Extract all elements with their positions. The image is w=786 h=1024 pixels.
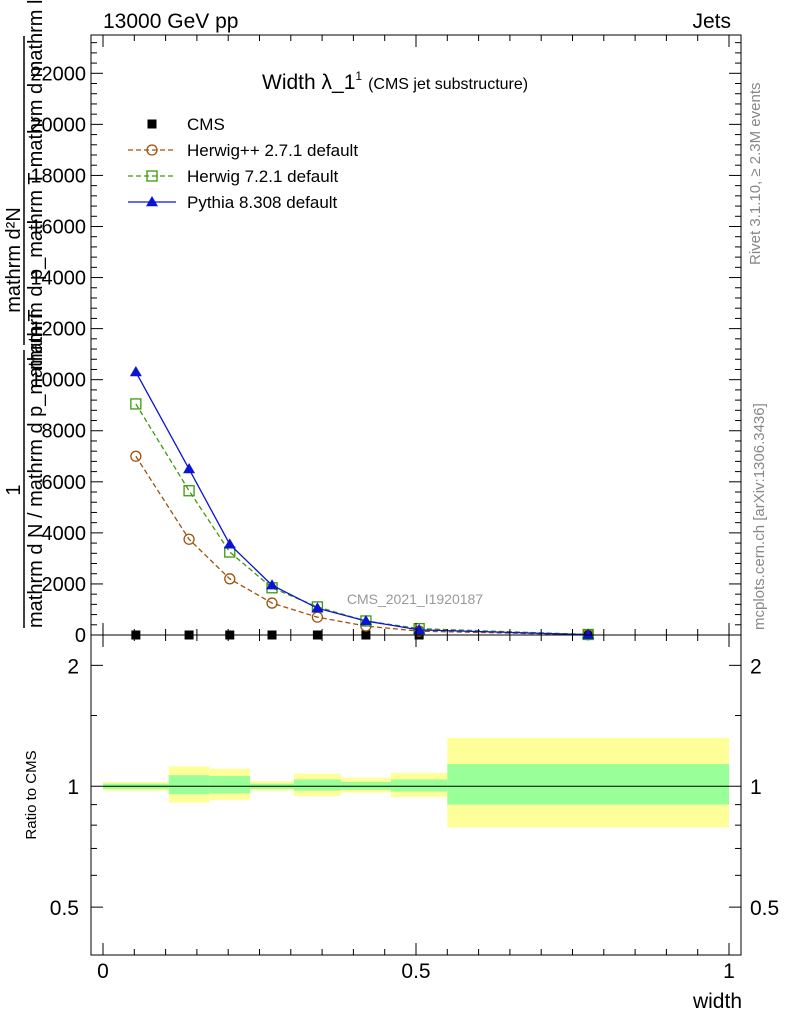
process-label: Jets [692, 10, 731, 33]
ylabel-denominator: mathrm d p_mathrm T mathrm d mathrm lamb… [25, 0, 47, 370]
ratio-y-axis: 0.5 0.5 1 1 2 2 [50, 655, 779, 920]
legend-label: Herwig++ 2.7.1 default [187, 141, 358, 160]
ratio-x-axis: 0 0.5 1 [97, 635, 735, 983]
ratio-band-green [168, 775, 210, 795]
y-tick-label: 16000 [30, 216, 86, 238]
main-y-label: 1 mathrm d N / mathrm d p_mathrm T mathr… [3, 0, 47, 628]
y-tick-label: 22000 [30, 63, 86, 85]
y-tick-label: 2000 [42, 574, 87, 596]
data-point-pythia [266, 579, 279, 590]
ratio-y-tick-label-right: 1 [750, 776, 762, 799]
series-line-1 [135, 455, 589, 636]
legend-entry-1: Herwig++ 2.7.1 default [128, 141, 358, 160]
plot-subtitle: (CMS jet substructure) [368, 76, 528, 93]
ylabel-prefix-den: mathrm d N / mathrm d p_mathrm T [25, 309, 47, 628]
ratio-plot-area [103, 737, 729, 828]
x-tick-label: 1 [723, 960, 735, 983]
main-series-group [129, 366, 595, 641]
legend: CMS Herwig++ 2.7.1 default Herwig 7.2.1 de… [128, 115, 358, 212]
y-tick-label: 6000 [42, 472, 87, 494]
data-point-pythia [129, 366, 142, 377]
y-tick-label: 12000 [30, 319, 86, 341]
data-point-pythia [582, 628, 595, 639]
ratio-y-label: Ratio to CMS [23, 750, 40, 839]
ratio-y-tick-label-right: 2 [750, 655, 762, 678]
main-y-axis: 0 2000 4000 6000 8000 10000 12000 14000 16000 180… [30, 42, 741, 647]
data-point-cms [147, 119, 157, 129]
ratio-y-tick-label-left: 1 [67, 776, 79, 799]
data-point-pythia [146, 196, 158, 207]
plot-title-sup: 1 [355, 69, 362, 83]
data-point-herwigpp [183, 533, 195, 545]
data-point-pythia [311, 602, 324, 613]
plot-title-main: Width λ_1 [262, 71, 355, 94]
x-tick-label: 0.5 [401, 960, 430, 983]
ratio-y-tick-label-left: 0.5 [50, 897, 79, 920]
legend-label: Herwig 7.2.1 default [187, 167, 338, 186]
series-line-2 [135, 403, 589, 636]
data-point-herwig7 [146, 170, 158, 182]
y-tick-label: 0 [75, 625, 86, 647]
legend-label: Pythia 8.308 default [187, 193, 338, 212]
analysis-watermark: CMS_2021_I1920187 [347, 591, 483, 607]
ylabel-prefix-num: 1 [3, 484, 25, 495]
data-point-herwigpp [224, 573, 236, 585]
main-x-ticks [102, 35, 730, 635]
data-point-herwigpp [130, 450, 142, 462]
ylabel-numerator: mathrm d²N [3, 207, 25, 313]
series-line-3 [135, 371, 589, 636]
y-tick-label: 18000 [30, 165, 86, 187]
ratio-band-green [447, 764, 729, 805]
legend-entry-3: Pythia 8.308 default [128, 193, 338, 212]
data-point-herwigpp [266, 597, 278, 609]
y-tick-label: 4000 [42, 523, 87, 545]
y-tick-label: 20000 [30, 114, 86, 136]
x-axis-label: width [692, 990, 742, 1013]
ratio-y-tick-label-right: 0.5 [750, 897, 779, 920]
ratio-y-tick-label-left: 2 [67, 655, 79, 678]
energy-label: 13000 GeV pp [103, 10, 238, 33]
x-tick-label: 0 [97, 960, 109, 983]
ratio-band-green [293, 779, 341, 791]
data-point-pythia [359, 614, 372, 626]
data-point-herwig7 [130, 398, 142, 410]
rivet-label: Rivet 3.1.10, ≥ 2.3M events [747, 83, 764, 266]
data-point-herwigpp [146, 144, 158, 156]
y-tick-label: 14000 [30, 268, 86, 290]
y-tick-label: 8000 [42, 421, 87, 443]
legend-entry-2: Herwig 7.2.1 default [128, 167, 338, 186]
ratio-band-green [390, 779, 448, 792]
y-tick-label: 10000 [30, 370, 86, 392]
data-point-herwig7 [183, 485, 195, 497]
legend-label: CMS [187, 115, 225, 134]
data-point-pythia [223, 538, 236, 549]
legend-entry-0: CMS [147, 115, 225, 134]
plot-title: Width λ_11 (CMS jet substructure) [262, 69, 528, 94]
mcplots-label: mcplots.cern.ch [arXiv:1306.3436] [751, 403, 768, 630]
data-point-pythia [183, 463, 196, 474]
ratio-band-green [209, 776, 251, 794]
